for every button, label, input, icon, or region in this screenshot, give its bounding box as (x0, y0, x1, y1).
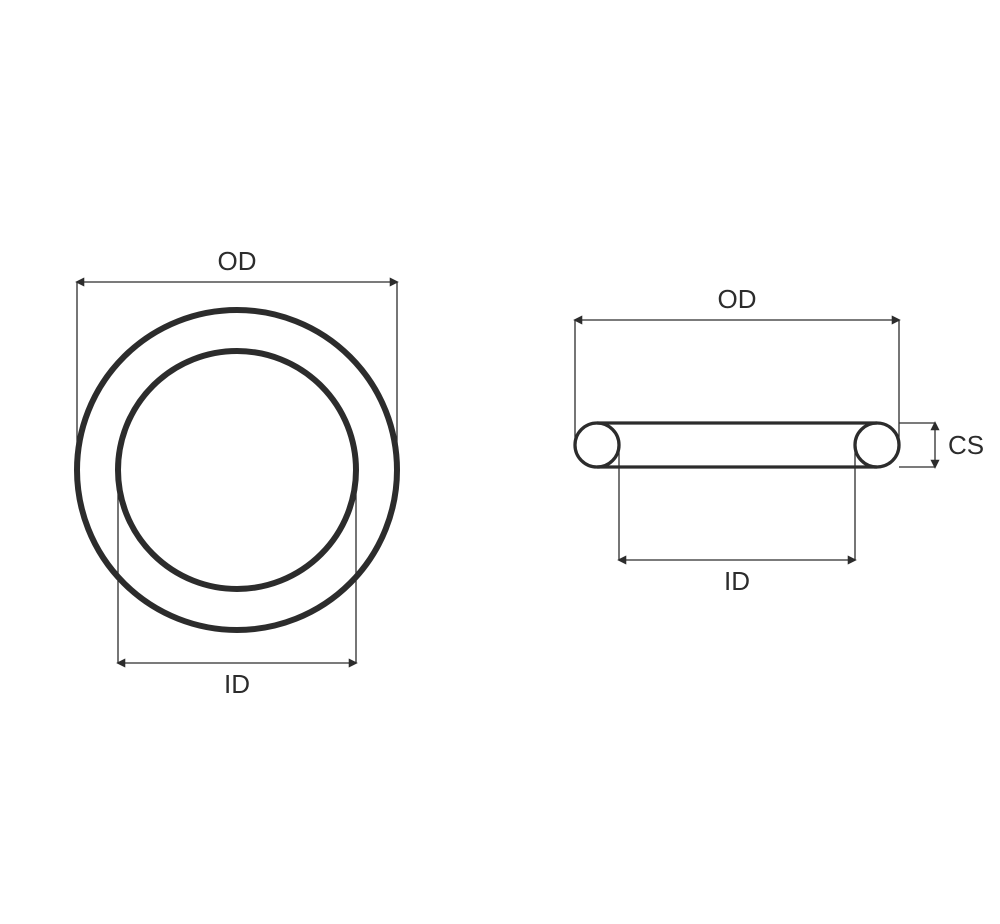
side-id-label: ID (724, 566, 750, 596)
oring-dimension-diagram: OD ID OD ID CS (0, 0, 1000, 924)
front-ring-outer (77, 310, 397, 630)
side-cap-left (575, 423, 619, 467)
front-id-label: ID (224, 669, 250, 699)
side-cap-right (855, 423, 899, 467)
side-cs-label: CS (948, 430, 984, 460)
side-od-label: OD (718, 284, 757, 314)
front-ring-inner (118, 351, 356, 589)
front-od-label: OD (218, 246, 257, 276)
